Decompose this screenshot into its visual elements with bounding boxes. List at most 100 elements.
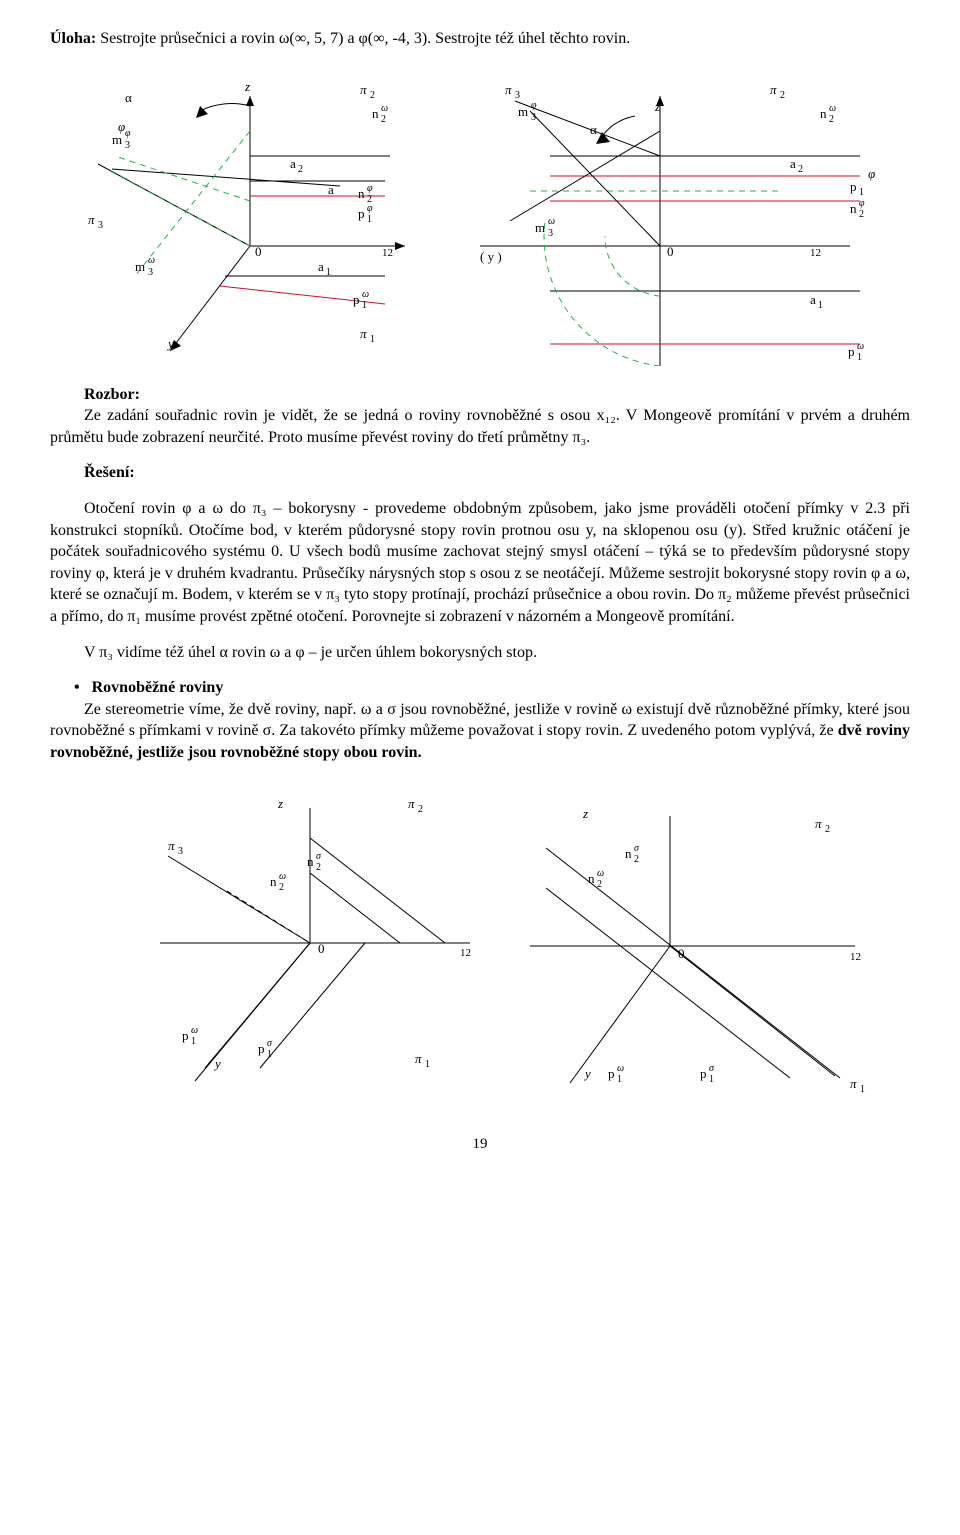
svg-text:1: 1 [818, 300, 823, 311]
svg-text:a: a [328, 182, 334, 197]
svg-text:z: z [582, 806, 588, 821]
svg-text:σ: σ [634, 843, 640, 854]
svg-text:1: 1 [191, 1036, 196, 1047]
svg-text:z: z [277, 796, 283, 811]
svg-text:2: 2 [825, 824, 830, 835]
svg-text:ω: ω [381, 103, 388, 114]
svg-text:p: p [258, 1041, 265, 1056]
svg-text:n: n [307, 854, 314, 869]
reseni-para1: Otočení rovin φ a ω do π₃ – bokorysny - … [50, 498, 910, 628]
figure-1: α z π2 nω2 mφ3 φ π3 mω3 a2 a nφ2 pφ1 0 1… [50, 56, 910, 366]
svg-text:ω: ω [829, 103, 836, 114]
svg-text:σ: σ [709, 1063, 715, 1074]
rozbor-block: Rozbor: Ze zadání souřadnic rovin je vid… [50, 384, 910, 449]
svg-text:a: a [790, 156, 796, 171]
svg-text:σ: σ [267, 1038, 273, 1049]
svg-text:0: 0 [318, 941, 325, 956]
svg-text:n: n [372, 106, 379, 121]
svg-text:φ: φ [367, 203, 373, 214]
svg-text:1: 1 [267, 1049, 272, 1060]
svg-text:p: p [182, 1028, 189, 1043]
svg-text:a: a [290, 156, 296, 171]
figure-2-svg: z π2 π3 nσ2 nω2 0 12 pω1 pσ1 y π1 z π2 n… [50, 778, 910, 1098]
svg-text:3: 3 [148, 267, 153, 278]
parallel-text-a: Ze stereometrie víme, že dvě roviny, nap… [50, 701, 910, 740]
svg-text:3: 3 [515, 90, 520, 101]
svg-text:φ: φ [118, 119, 125, 134]
svg-text:π: π [505, 82, 512, 97]
svg-text:ω: ω [148, 255, 155, 266]
title-text: Sestrojte průsečnici a rovin ω(∞, 5, 7) … [96, 30, 630, 47]
svg-text:y: y [641, 361, 649, 366]
svg-text:12: 12 [810, 247, 821, 259]
bullet: • Rovnoběžné roviny [74, 679, 223, 696]
svg-text:1: 1 [617, 1074, 622, 1085]
svg-text:π: π [815, 816, 822, 831]
reseni-para2: V π₃ vidíme též úhel α rovin ω a φ – je … [50, 642, 910, 664]
svg-text:2: 2 [370, 90, 375, 101]
task-title: Úloha: Sestrojte průsečnici a rovin ω(∞,… [50, 28, 910, 50]
svg-text:n: n [850, 201, 857, 216]
svg-text:2: 2 [798, 164, 803, 175]
svg-text:ω: ω [279, 871, 286, 882]
parallel-planes: • Rovnoběžné roviny Ze stereometrie víme… [50, 677, 910, 763]
svg-text:φ: φ [125, 128, 131, 139]
svg-text:π: π [88, 212, 95, 227]
svg-text:1: 1 [362, 300, 367, 311]
svg-text:φ: φ [531, 100, 537, 111]
svg-text:ω: ω [597, 868, 604, 879]
svg-text:1: 1 [326, 267, 331, 278]
svg-text:1: 1 [859, 187, 864, 198]
svg-text:n: n [358, 186, 365, 201]
title-label: Úloha: [50, 30, 96, 47]
svg-text:π: π [408, 796, 415, 811]
svg-text:2: 2 [859, 209, 864, 220]
svg-text:π: π [845, 364, 852, 366]
svg-text:a: a [810, 292, 816, 307]
svg-text:2: 2 [279, 882, 284, 893]
svg-text:1: 1 [370, 334, 375, 345]
svg-text:12: 12 [460, 947, 471, 959]
svg-text:p: p [353, 292, 360, 307]
svg-text:φ: φ [868, 166, 875, 181]
svg-text:π: π [168, 838, 175, 853]
svg-text:2: 2 [597, 879, 602, 890]
svg-text:2: 2 [381, 114, 386, 125]
svg-text:0: 0 [678, 946, 685, 961]
svg-text:2: 2 [634, 854, 639, 865]
reseni-heading-block: Řešení: [50, 462, 910, 484]
svg-text:π: π [770, 82, 777, 97]
svg-text:σ: σ [316, 851, 322, 862]
svg-text:2: 2 [418, 804, 423, 815]
parallel-text: Ze stereometrie víme, že dvě roviny, nap… [50, 699, 910, 764]
svg-text:p: p [608, 1066, 615, 1081]
svg-text:2: 2 [316, 862, 321, 873]
svg-text:n: n [270, 874, 277, 889]
svg-text:12: 12 [382, 247, 393, 259]
svg-text:y: y [583, 1066, 591, 1081]
svg-text:p: p [850, 179, 857, 194]
rozbor-text: Ze zadání souřadnic rovin je vidět, že s… [50, 405, 910, 448]
svg-text:n: n [625, 846, 632, 861]
svg-text:ω: ω [857, 341, 864, 352]
svg-text:0: 0 [255, 244, 262, 259]
svg-text:z: z [244, 79, 250, 94]
svg-text:0: 0 [667, 244, 674, 259]
svg-text:m: m [535, 220, 545, 235]
svg-text:p: p [358, 206, 365, 221]
page-number: 19 [50, 1134, 910, 1154]
svg-text:12: 12 [850, 951, 861, 963]
svg-text:1: 1 [857, 352, 862, 363]
svg-text:n: n [820, 106, 827, 121]
svg-text:1: 1 [860, 1084, 865, 1095]
svg-text:ω: ω [548, 216, 555, 227]
svg-text:p: p [700, 1066, 707, 1081]
svg-text:y: y [166, 336, 174, 351]
svg-text:ω: ω [191, 1025, 198, 1036]
svg-text:m: m [112, 132, 122, 147]
svg-text:π: π [415, 1051, 422, 1066]
svg-text:α: α [125, 90, 132, 105]
figure-1-svg: α z π2 nω2 mφ3 φ π3 mω3 a2 a nφ2 pφ1 0 1… [50, 56, 910, 366]
svg-text:m: m [135, 259, 145, 274]
svg-text:y: y [213, 1056, 221, 1071]
